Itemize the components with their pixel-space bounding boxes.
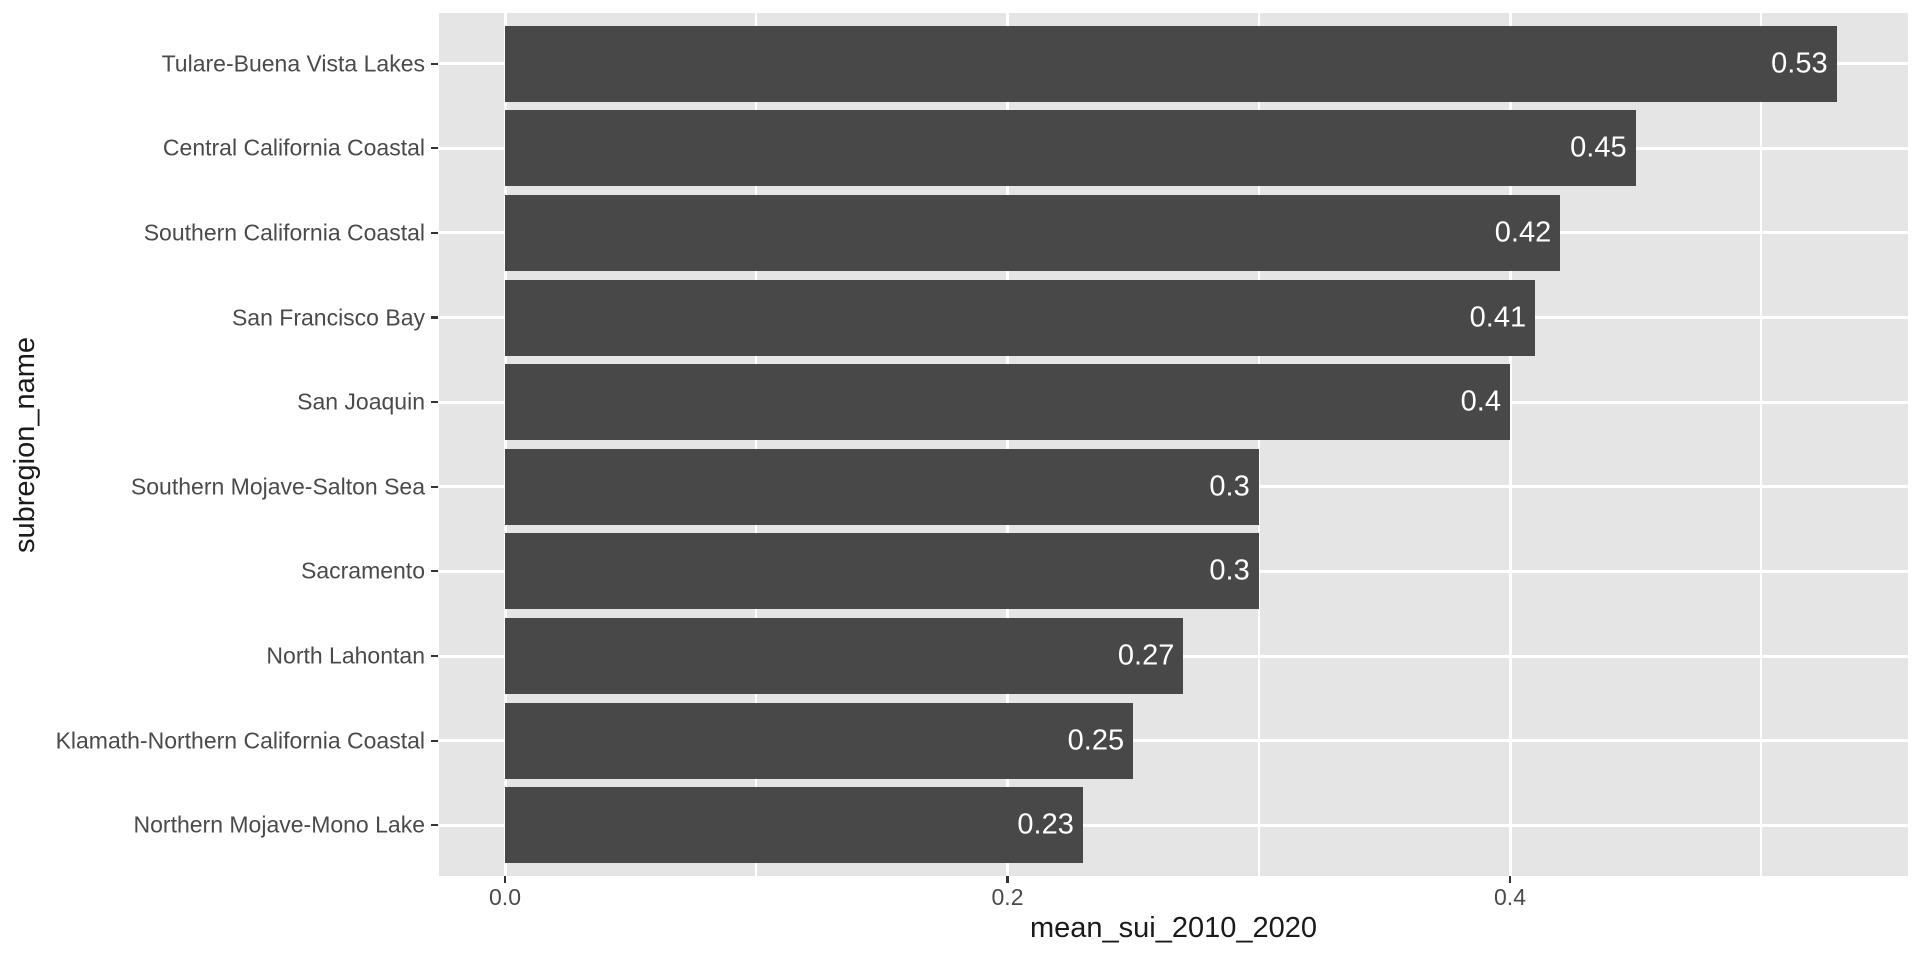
bar: [505, 787, 1083, 864]
bar-value-label: 0.41: [1469, 301, 1527, 334]
category-label: San Joaquin: [297, 388, 425, 415]
category-label: Northern Mojave-Mono Lake: [133, 811, 425, 838]
category-label: Tulare-Buena Vista Lakes: [161, 50, 425, 77]
x-tick-label: 0.2: [991, 884, 1024, 910]
x-axis-tick-mark: [503, 876, 507, 883]
x-axis-title: mean_sui_2010_2020: [1029, 912, 1318, 944]
y-axis-tick-mark: [431, 231, 438, 235]
category-label: North Lahontan: [266, 642, 425, 669]
y-axis-tick-mark: [431, 654, 438, 658]
bar-value-label: 0.3: [1209, 554, 1250, 587]
y-axis-title: subregion_name: [9, 336, 41, 553]
grid-line-major-vertical: [1508, 13, 1512, 876]
x-tick-label: 0.0: [489, 884, 521, 910]
bar: [505, 533, 1259, 610]
bar: [505, 279, 1536, 356]
category-label: Sacramento: [300, 557, 425, 584]
category-label: Central California Coastal: [162, 134, 425, 161]
x-tick-label: 0.4: [1494, 884, 1526, 910]
grid-line-minor-vertical: [1760, 13, 1763, 876]
bar: [505, 194, 1561, 272]
bar-value-label: 0.53: [1771, 47, 1828, 80]
bar-value-label: 0.3: [1209, 470, 1250, 503]
bar-value-label: 0.23: [1017, 808, 1074, 841]
bar-value-label: 0.45: [1570, 131, 1627, 164]
y-axis-tick-mark: [431, 570, 438, 573]
grid-line-minor-vertical: [1257, 13, 1260, 876]
grid-line-major-horizontal: [439, 739, 1908, 743]
bar-value-label: 0.4: [1460, 385, 1501, 418]
y-axis-tick-mark: [431, 485, 438, 488]
bar: [505, 617, 1184, 695]
bar: [505, 702, 1134, 779]
category-label: Southern Mojave-Salton Sea: [130, 473, 425, 500]
y-axis-tick-mark: [431, 401, 438, 404]
category-label: San Francisco Bay: [231, 304, 425, 331]
bar: [505, 448, 1259, 525]
category-label: Klamath-Northern California Coastal: [55, 727, 425, 754]
bar: [505, 364, 1510, 441]
bar-value-label: 0.27: [1117, 639, 1175, 672]
y-axis-tick-mark: [431, 147, 438, 150]
grid-line-major-vertical: [503, 13, 507, 876]
grid-line-minor-vertical: [755, 13, 758, 876]
x-axis-tick-mark: [1006, 876, 1009, 883]
y-axis-tick-mark: [431, 739, 438, 742]
y-axis-tick-mark: [431, 824, 438, 827]
bar-value-label: 0.42: [1494, 216, 1552, 249]
bar: [505, 110, 1636, 187]
y-axis-tick-mark: [431, 62, 438, 65]
grid-line-major-vertical: [1006, 13, 1009, 876]
bar-value-label: 0.25: [1067, 724, 1125, 757]
grid-line-major-horizontal: [439, 823, 1908, 827]
x-axis-tick-mark: [1508, 876, 1512, 883]
y-axis-tick-mark: [431, 316, 438, 319]
category-label: Southern California Coastal: [143, 219, 425, 246]
bar: [505, 25, 1837, 102]
